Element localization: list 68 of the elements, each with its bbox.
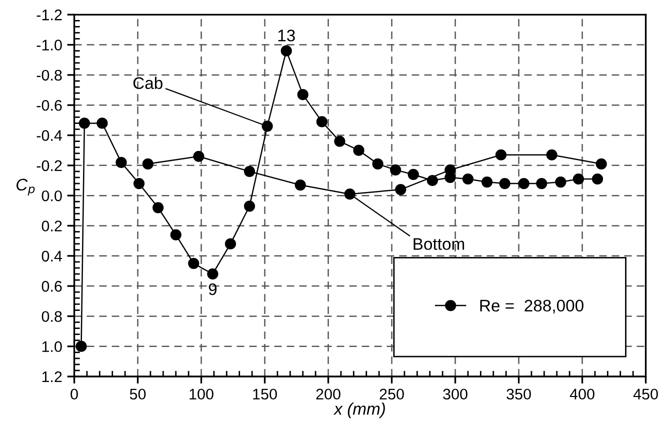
y-tick-label: -0.6	[36, 100, 62, 111]
point	[244, 200, 256, 212]
point	[344, 188, 356, 200]
point	[280, 45, 292, 56]
y-tick-label: 1.2	[42, 371, 62, 382]
point	[518, 178, 530, 190]
y-tick-label: -0.8	[36, 70, 62, 81]
annotation: 13	[278, 30, 295, 42]
point	[78, 118, 90, 129]
y-tick-label: -0.4	[36, 130, 62, 141]
point	[207, 268, 218, 280]
point	[596, 158, 607, 170]
point	[170, 229, 182, 240]
point	[297, 89, 308, 100]
point	[224, 238, 236, 250]
point	[96, 118, 108, 129]
point	[495, 149, 507, 160]
point	[193, 150, 204, 162]
y-tick-label: -1.2	[36, 10, 62, 20]
x-tick-label: 400	[570, 388, 594, 400]
point	[536, 178, 548, 190]
y-tick-label: 0.6	[42, 280, 62, 292]
x-tick-label: 0	[70, 388, 78, 400]
point	[592, 173, 604, 185]
annotation: 9	[208, 283, 217, 296]
point	[188, 258, 200, 269]
point	[353, 144, 364, 156]
x-tick-label: 100	[190, 388, 214, 400]
point	[133, 178, 145, 190]
y-tick-label: -0.2	[36, 160, 62, 172]
point	[426, 174, 438, 186]
x-tick-label: 300	[443, 388, 468, 400]
x-tick-label: 150	[253, 388, 277, 400]
point	[390, 164, 402, 176]
point	[152, 202, 164, 214]
y-tick-label: 0.0	[42, 190, 62, 202]
y-tick-label: 0.4	[42, 250, 62, 262]
point	[372, 158, 384, 170]
y-tick-label: 1.0	[42, 341, 62, 352]
point	[462, 173, 474, 185]
y-tick-label: 0.2	[42, 220, 62, 232]
x-tick-label: 450	[633, 388, 658, 400]
point	[262, 120, 273, 132]
legend-label: Re = 288,000	[480, 300, 584, 314]
y-tick-label: -1.0	[36, 40, 62, 50]
x-tick-label: 250	[380, 388, 404, 400]
point	[334, 136, 346, 147]
point	[499, 178, 510, 190]
point	[572, 173, 584, 185]
point	[555, 176, 566, 188]
point	[481, 176, 493, 188]
point	[142, 158, 154, 170]
point	[116, 156, 127, 168]
point	[546, 149, 558, 160]
point	[316, 116, 328, 128]
x-axis-title: x (mm)	[333, 402, 385, 418]
annotation: Bottom	[414, 238, 464, 250]
point	[76, 340, 87, 352]
y-axis-title: C$_{p}$	[16, 178, 35, 196]
x-tick-label: 350	[506, 388, 531, 400]
point	[294, 179, 306, 191]
x-tick-label: 200	[316, 388, 340, 400]
point	[244, 166, 256, 178]
annotation: Cab	[133, 76, 162, 90]
point	[395, 184, 406, 196]
point	[408, 168, 419, 180]
y-tick-label: 0.8	[42, 311, 62, 322]
x-tick-label: 50	[130, 388, 146, 400]
